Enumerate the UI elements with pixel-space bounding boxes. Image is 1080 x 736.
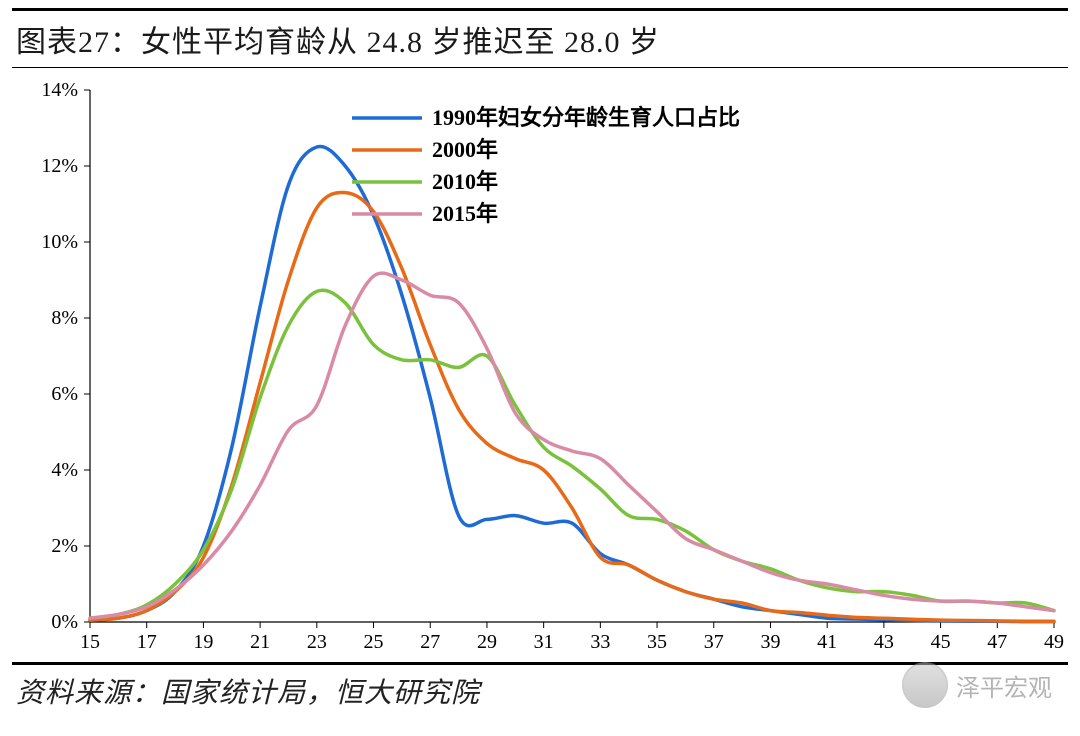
svg-text:33: 33	[590, 631, 610, 653]
svg-text:45: 45	[931, 631, 951, 653]
svg-text:17: 17	[137, 631, 157, 653]
chart-plot: 0% 2% 4% 6% 8% 10% 12% 14% 15 17 19 21 23 25 27 29 31 33 3…	[12, 72, 1068, 662]
svg-text:12%: 12%	[41, 155, 78, 177]
svg-text:31: 31	[534, 631, 554, 653]
watermark: 泽平宏观	[902, 662, 1052, 708]
svg-text:21: 21	[250, 631, 270, 653]
svg-text:10%: 10%	[41, 231, 78, 253]
svg-text:14%: 14%	[41, 79, 78, 101]
legend-label-2010: 2010年	[432, 169, 498, 194]
svg-text:4%: 4%	[51, 459, 78, 481]
series-2000	[90, 192, 1054, 621]
svg-text:19: 19	[193, 631, 213, 653]
series-1990	[90, 146, 1054, 621]
legend-label-1990: 1990年妇女分年龄生育人口占比	[432, 105, 740, 130]
source-label: 资料来源：国家统计局，恒大研究院	[16, 678, 480, 709]
svg-text:25: 25	[364, 631, 384, 653]
legend-label-2000: 2000年	[432, 137, 498, 162]
svg-text:37: 37	[704, 631, 724, 653]
svg-text:35: 35	[647, 631, 667, 653]
svg-text:2%: 2%	[51, 535, 78, 557]
svg-text:47: 47	[987, 631, 1007, 653]
legend-label-2015: 2015年	[432, 201, 498, 226]
svg-text:23: 23	[307, 631, 327, 653]
svg-text:6%: 6%	[51, 383, 78, 405]
svg-text:8%: 8%	[51, 307, 78, 329]
svg-text:43: 43	[874, 631, 894, 653]
svg-text:49: 49	[1044, 631, 1064, 653]
chart-svg: 0% 2% 4% 6% 8% 10% 12% 14% 15 17 19 21 23 25 27 29 31 33 3…	[12, 72, 1068, 662]
chart-title-bar: 图表27：女性平均育龄从 24.8 岁推迟至 28.0 岁	[12, 8, 1068, 68]
svg-text:41: 41	[817, 631, 837, 653]
watermark-text: 泽平宏观	[956, 668, 1052, 703]
svg-text:29: 29	[477, 631, 497, 653]
svg-text:27: 27	[420, 631, 440, 653]
series-2010	[90, 290, 1054, 618]
svg-text:0%: 0%	[51, 611, 78, 633]
svg-text:39: 39	[760, 631, 780, 653]
svg-text:15: 15	[80, 631, 100, 653]
chart-title: 图表27：女性平均育龄从 24.8 岁推迟至 28.0 岁	[16, 26, 660, 59]
watermark-icon	[902, 662, 948, 708]
series-2015	[90, 273, 1054, 618]
